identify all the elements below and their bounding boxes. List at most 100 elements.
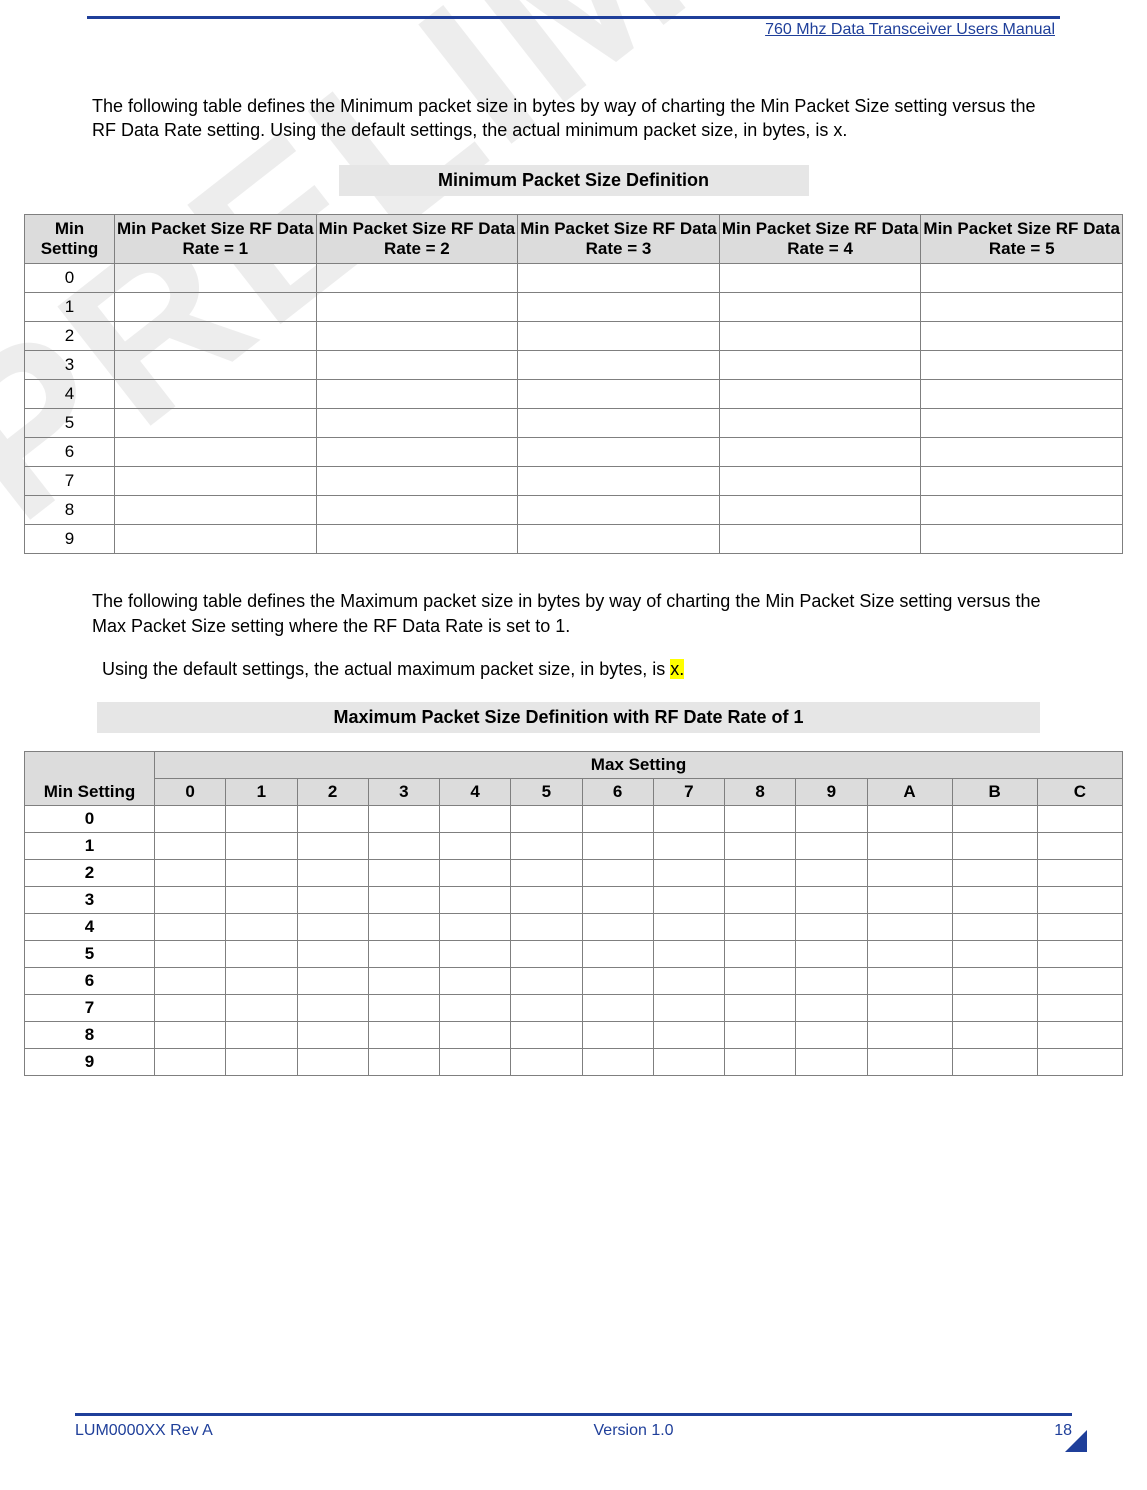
- t1-cell: [316, 379, 518, 408]
- t2-cell: [867, 832, 952, 859]
- t2-cell: [1037, 805, 1122, 832]
- t2-cell: [582, 805, 653, 832]
- t2-row-label: 7: [25, 994, 155, 1021]
- t2-cell: [226, 913, 297, 940]
- t2-cell: [368, 913, 439, 940]
- table-row: 2: [25, 321, 1123, 350]
- t2-cell: [796, 967, 867, 994]
- t2-cell: [653, 886, 724, 913]
- t1-row-label: 0: [25, 263, 115, 292]
- t2-cell: [155, 913, 226, 940]
- t1-cell: [719, 292, 921, 321]
- t2-cell: [796, 886, 867, 913]
- t1-row-label: 3: [25, 350, 115, 379]
- t2-cell: [725, 859, 796, 886]
- t1-cell: [518, 350, 720, 379]
- t2-cell: [226, 805, 297, 832]
- t1-cell: [115, 437, 317, 466]
- t1-cell: [115, 495, 317, 524]
- t2-cell: [368, 994, 439, 1021]
- t2-cell: [952, 994, 1037, 1021]
- t2-sub: Max Setting: [155, 751, 1123, 778]
- t2-cell: [867, 1021, 952, 1048]
- t2-cell: [297, 940, 368, 967]
- t2-cell: [155, 886, 226, 913]
- t1-row-label: 2: [25, 321, 115, 350]
- t2-cell: [582, 913, 653, 940]
- t1-cell: [316, 524, 518, 553]
- t2-col: 9: [796, 778, 867, 805]
- t2-cell: [867, 967, 952, 994]
- t2-cell: [867, 805, 952, 832]
- table-row: 8: [25, 1021, 1123, 1048]
- t2-cell: [582, 886, 653, 913]
- t1-cell: [921, 408, 1123, 437]
- t1-cell: [719, 350, 921, 379]
- table-row: 4: [25, 913, 1123, 940]
- page: 760 Mhz Data Transceiver Users Manual Th…: [0, 16, 1147, 1076]
- t2-cell: [653, 832, 724, 859]
- t1-cell: [316, 263, 518, 292]
- t2-row-label: 8: [25, 1021, 155, 1048]
- t2-cell: [653, 1021, 724, 1048]
- t1-cell: [921, 524, 1123, 553]
- t2-cell: [226, 994, 297, 1021]
- t2-col: 4: [440, 778, 511, 805]
- t1-cell: [518, 263, 720, 292]
- t2-cell: [1037, 967, 1122, 994]
- table-row: 2: [25, 859, 1123, 886]
- t1-cell: [115, 524, 317, 553]
- t2-cell: [297, 805, 368, 832]
- t1-cell: [518, 437, 720, 466]
- footer-center: Version 1.0: [594, 1422, 674, 1440]
- t2-row-label: 2: [25, 859, 155, 886]
- t2-cell: [867, 994, 952, 1021]
- t2-cell: [796, 805, 867, 832]
- t2-cell: [725, 886, 796, 913]
- t2-cell: [952, 940, 1037, 967]
- t2-cell: [440, 1021, 511, 1048]
- t2-cell: [297, 967, 368, 994]
- t1-cell: [719, 321, 921, 350]
- t2-cell: [952, 805, 1037, 832]
- t1-cell: [518, 408, 720, 437]
- t2-cell: [297, 832, 368, 859]
- t2-cell: [582, 994, 653, 1021]
- t2-cell: [1037, 1021, 1122, 1048]
- t1-cell: [719, 437, 921, 466]
- t1-cell: [921, 495, 1123, 524]
- table-max-packet: Min Setting Max Setting 0123456789ABC 0 …: [24, 751, 1123, 1076]
- corner-icon: [1065, 1430, 1087, 1452]
- t2-row-label: 6: [25, 967, 155, 994]
- t1-row-label: 9: [25, 524, 115, 553]
- t2-cell: [297, 859, 368, 886]
- t1-cell: [921, 350, 1123, 379]
- t2-cell: [796, 994, 867, 1021]
- t2-cell: [511, 967, 582, 994]
- t2-col: 8: [725, 778, 796, 805]
- table-row: 7: [25, 466, 1123, 495]
- t2-cell: [155, 1021, 226, 1048]
- t2-cell: [796, 913, 867, 940]
- t2-cell: [226, 1048, 297, 1075]
- t2-cell: [297, 1021, 368, 1048]
- t1-row-label: 5: [25, 408, 115, 437]
- t1-cell: [719, 495, 921, 524]
- t1-cell: [719, 408, 921, 437]
- t2-cell: [440, 994, 511, 1021]
- t1-cell: [316, 350, 518, 379]
- table-min-packet: Min Setting Min Packet Size RF Data Rate…: [24, 214, 1123, 554]
- t2-cell: [226, 1021, 297, 1048]
- t2-cell: [226, 859, 297, 886]
- header-link[interactable]: 760 Mhz Data Transceiver Users Manual: [12, 21, 1055, 39]
- t1-col4: Min Packet Size RF Data Rate = 4: [719, 214, 921, 263]
- t2-cell: [725, 994, 796, 1021]
- t2-cell: [725, 805, 796, 832]
- t1-cell: [921, 466, 1123, 495]
- table1-caption: Minimum Packet Size Definition: [339, 165, 809, 196]
- t2-cell: [511, 832, 582, 859]
- t2-cell: [1037, 994, 1122, 1021]
- t1-cell: [316, 437, 518, 466]
- t1-cell: [518, 379, 720, 408]
- table2-caption: Maximum Packet Size Definition with RF D…: [97, 702, 1040, 733]
